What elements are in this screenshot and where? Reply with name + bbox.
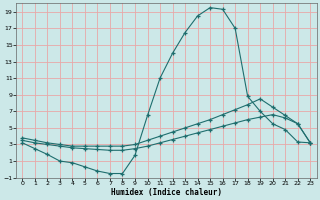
X-axis label: Humidex (Indice chaleur): Humidex (Indice chaleur) xyxy=(111,188,222,197)
